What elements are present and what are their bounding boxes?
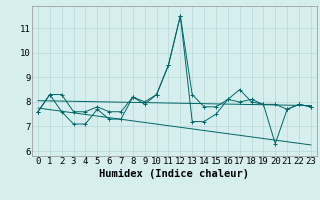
X-axis label: Humidex (Indice chaleur): Humidex (Indice chaleur): [100, 169, 249, 179]
